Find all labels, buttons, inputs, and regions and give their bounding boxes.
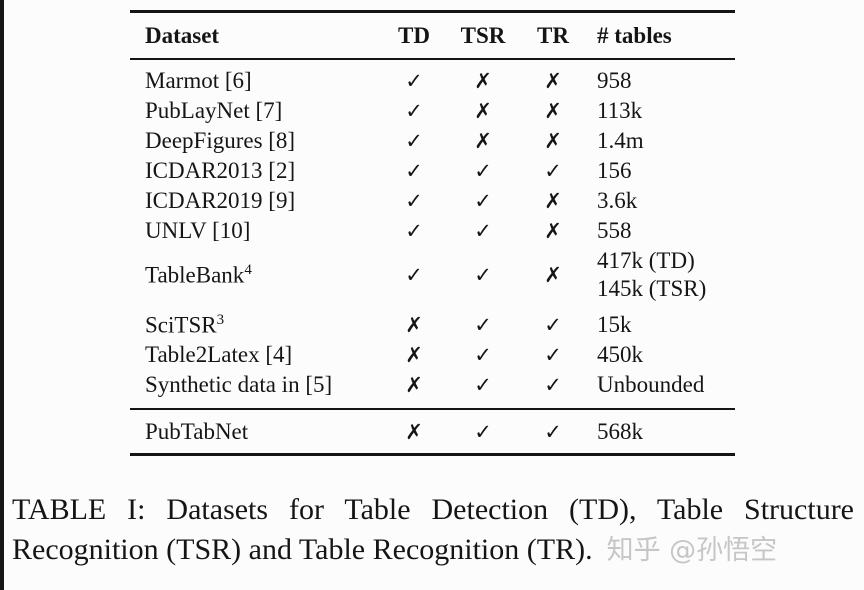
dataset-name: DeepFigures [8]	[145, 128, 296, 153]
dataset-name: ICDAR2013 [2]	[145, 158, 296, 183]
table-caption: TABLE I: Datasets for Table Detection (T…	[12, 490, 854, 571]
num-tables: 15k	[597, 312, 632, 337]
cross-icon: ✗	[474, 69, 492, 93]
dataset-name: Marmot [6]	[145, 68, 252, 93]
dataset-name: UNLV [10]	[145, 218, 251, 243]
table-midrule	[130, 408, 735, 410]
cross-icon: ✗	[474, 129, 492, 153]
check-icon: ✓	[474, 263, 492, 287]
cross-icon: ✗	[544, 99, 562, 123]
table-group-td: Marmot [6] ✓ ✗ ✗ 958 PubLayNet [7] ✓ ✗ ✗…	[130, 60, 735, 304]
dataset-name: Table2Latex [4]	[145, 342, 293, 367]
num-tables: 113k	[597, 98, 643, 123]
cross-icon: ✗	[544, 263, 562, 287]
superscript: 4	[244, 261, 252, 278]
check-icon: ✓	[474, 219, 492, 243]
table-row: UNLV [10] ✓ ✓ ✗ 558	[130, 216, 735, 246]
num-tables-line2: 145k (TSR)	[597, 276, 707, 301]
check-icon: ✓	[474, 343, 492, 367]
table-row: SciTSR3 ✗ ✓ ✓ 15k	[130, 310, 735, 340]
dataset-name: TableBank4	[145, 261, 252, 288]
check-icon: ✓	[544, 343, 562, 367]
check-icon: ✓	[405, 159, 423, 183]
check-icon: ✓	[405, 99, 423, 123]
zhihu-watermark: 知乎 @孙悟空	[606, 535, 778, 566]
dataset-name: PubTabNet	[145, 418, 249, 444]
table-row: Marmot [6] ✓ ✗ ✗ 958	[130, 66, 735, 96]
num-tables: 568k	[597, 418, 643, 444]
table-group-tsr: SciTSR3 ✗ ✓ ✓ 15k Table2Latex [4] ✗ ✓ ✓ …	[130, 310, 735, 400]
caption-line1: TABLE I: Datasets for Table Detection (T…	[12, 493, 854, 526]
dataset-name: SciTSR3	[145, 311, 225, 338]
check-icon: ✓	[544, 313, 562, 337]
caption-line2: Recognition (TSR) and Table Recognition …	[12, 530, 854, 571]
check-icon: ✓	[474, 373, 492, 397]
cross-icon: ✗	[405, 419, 423, 444]
header-td: TD	[398, 22, 430, 48]
check-icon: ✓	[474, 313, 492, 337]
superscript: 3	[216, 311, 225, 328]
num-tables: 450k	[597, 342, 643, 367]
cross-icon: ✗	[544, 189, 562, 213]
cross-icon: ✗	[405, 313, 423, 337]
num-tables: 417k (TD) 145k (TSR)	[586, 247, 735, 303]
table-row: DeepFigures [8] ✓ ✗ ✗ 1.4m	[130, 126, 735, 156]
page-left-border	[0, 0, 4, 590]
check-icon: ✓	[544, 419, 562, 444]
check-icon: ✓	[405, 189, 423, 213]
dataset-name: PubLayNet [7]	[145, 98, 283, 123]
check-icon: ✓	[405, 263, 423, 287]
table-row: TableBank4 ✓ ✓ ✗ 417k (TD) 145k (TSR)	[130, 246, 735, 304]
cross-icon: ✗	[544, 129, 562, 153]
num-tables-line1: 417k (TD)	[597, 248, 695, 273]
check-icon: ✓	[474, 419, 492, 444]
datasets-table: Dataset TD TSR TR # tables Marmot [6] ✓ …	[130, 10, 735, 456]
cross-icon: ✗	[405, 373, 423, 397]
num-tables: 958	[597, 68, 632, 93]
table-row: ICDAR2019 [9] ✓ ✓ ✗ 3.6k	[130, 186, 735, 216]
check-icon: ✓	[405, 219, 423, 243]
num-tables: 558	[597, 218, 632, 243]
dataset-name: Synthetic data in [5]	[145, 372, 333, 397]
table-row: ICDAR2013 [2] ✓ ✓ ✓ 156	[130, 156, 735, 186]
cross-icon: ✗	[544, 219, 562, 243]
num-tables: Unbounded	[597, 372, 705, 397]
dataset-name: ICDAR2019 [9]	[145, 188, 296, 213]
cross-icon: ✗	[474, 99, 492, 123]
header-dataset: Dataset	[145, 22, 220, 48]
check-icon: ✓	[405, 69, 423, 93]
check-icon: ✓	[474, 159, 492, 183]
table-row: Synthetic data in [5] ✗ ✓ ✓ Unbounded	[130, 370, 735, 400]
table-row: PubLayNet [7] ✓ ✗ ✗ 113k	[130, 96, 735, 126]
caption-line2-text: Recognition (TSR) and Table Recognition …	[12, 533, 593, 566]
num-tables: 156	[597, 158, 632, 183]
num-tables: 3.6k	[597, 188, 638, 213]
table-row: PubTabNet ✗ ✓ ✓ 568k	[130, 410, 735, 453]
cross-icon: ✗	[544, 69, 562, 93]
cross-icon: ✗	[405, 343, 423, 367]
check-icon: ✓	[544, 373, 562, 397]
check-icon: ✓	[405, 129, 423, 153]
table-header-row: Dataset TD TSR TR # tables	[130, 13, 735, 60]
header-num-tables: # tables	[597, 22, 672, 48]
header-tr: TR	[537, 22, 569, 48]
num-tables: 1.4m	[597, 128, 644, 153]
check-icon: ✓	[474, 189, 492, 213]
check-icon: ✓	[544, 159, 562, 183]
table-row: Table2Latex [4] ✗ ✓ ✓ 450k	[130, 340, 735, 370]
header-tsr: TSR	[460, 22, 506, 48]
